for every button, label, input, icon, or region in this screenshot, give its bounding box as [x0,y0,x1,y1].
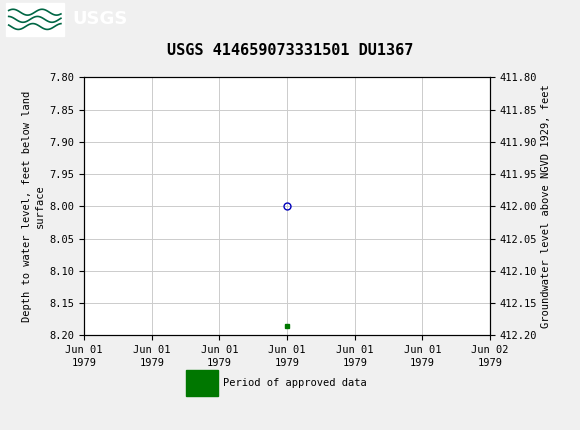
Text: USGS 414659073331501 DU1367: USGS 414659073331501 DU1367 [167,43,413,58]
Bar [6,3,64,36]
Y-axis label: Depth to water level, feet below land
surface: Depth to water level, feet below land su… [22,91,45,322]
Y-axis label: Groundwater level above NGVD 1929, feet: Groundwater level above NGVD 1929, feet [542,85,552,328]
Text: USGS: USGS [72,10,128,28]
Text: Period of approved data: Period of approved data [223,378,367,388]
Bar [186,370,218,396]
